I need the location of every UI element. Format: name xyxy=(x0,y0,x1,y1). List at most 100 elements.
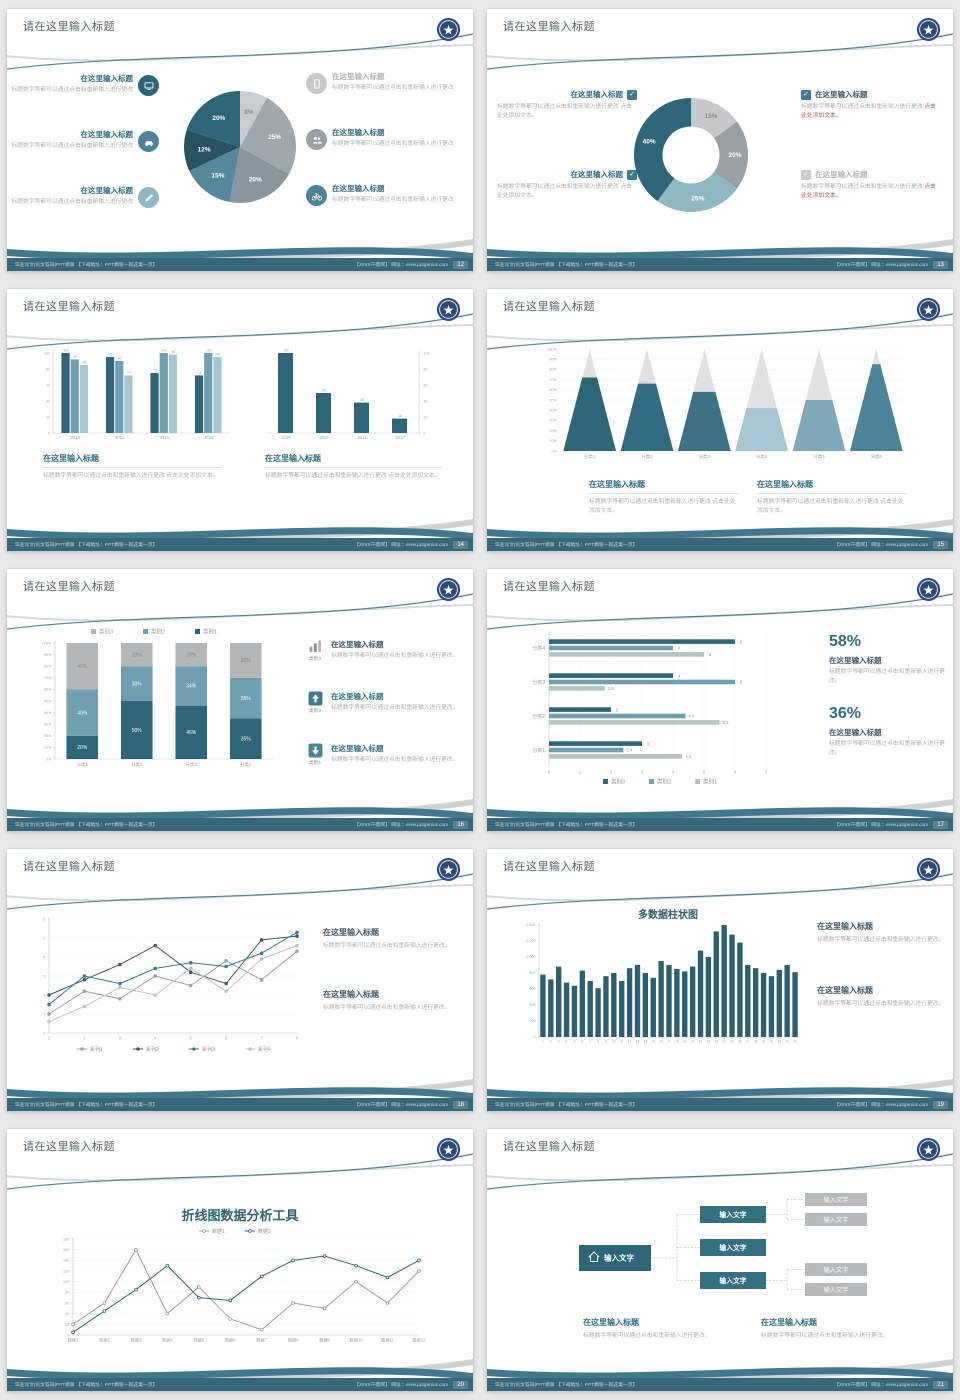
slide-preview-20[interactable]: 请在这里输入标题 折线图数据分析工具 0 20 40 60 80 100 120 140 160… xyxy=(7,1129,473,1391)
svg-text:40%: 40% xyxy=(643,138,656,145)
svg-text:20%: 20% xyxy=(77,745,88,751)
svg-text:类别2: 类别2 xyxy=(151,628,165,636)
svg-text:75: 75 xyxy=(153,369,157,373)
slide-preview-21[interactable]: 请在这里输入标题 输入文字 输入文字 输入文字 输入文字 输入文字 输入文字 输入文字 输入文… xyxy=(487,1129,953,1391)
university-logo-icon xyxy=(916,577,941,602)
svg-text:35%: 35% xyxy=(241,737,252,743)
svg-text:2012: 2012 xyxy=(115,435,125,440)
block-heading: 在这里输入标题 xyxy=(817,986,873,995)
slide-footer: 毕业论文|论文答辩|PPT模板 【下载地址：PPT模板—就这第一页】 【20XX… xyxy=(487,258,953,271)
slide-preview-19[interactable]: 请在这里输入标题 多数据柱状图 0 200 400 600 800 1,000 1,200 1… xyxy=(487,849,953,1111)
svg-text:分类2: 分类2 xyxy=(641,453,653,460)
svg-text:70%: 70% xyxy=(44,676,52,680)
svg-text:32: 32 xyxy=(785,1040,789,1044)
checklist-body: 标题数字等都可以通过点击和重新输入进行更改 点击此处添加文本。 xyxy=(497,104,632,119)
checkbox-icon[interactable]: ✓ xyxy=(627,169,637,180)
stat-block: 58% 在这里输入标题 标题数字等都可以通过点击和重新输入进行更改。 xyxy=(829,633,945,685)
slide-preview-15[interactable]: 请在这里输入标题 0% 10% 20% 30% 40% 50% 60% 70% 80% 90% 10… xyxy=(487,289,953,551)
svg-text:60: 60 xyxy=(65,1300,70,1305)
svg-text:4.4: 4.4 xyxy=(688,714,695,719)
svg-text:数据9: 数据9 xyxy=(319,1337,330,1344)
svg-text:90%: 90% xyxy=(44,653,52,657)
footer-right-text: 【20XX千图网】 网址：www.pptgenius.com xyxy=(354,1103,449,1108)
pencil-icon xyxy=(138,187,159,208)
svg-text:29: 29 xyxy=(762,1040,766,1044)
svg-text:5: 5 xyxy=(43,935,46,940)
block-heading: 在这里输入标题 xyxy=(757,479,907,494)
text-block: 在这里输入标题 标题数字等都可以通过点击和重新输入进行更改 点击此处添加文本。 xyxy=(43,453,221,481)
slide-preview-16[interactable]: 请在这里输入标题 0% 10% 20% 30% 40% 50% 60% 70% 80% 90% 10… xyxy=(7,569,473,831)
svg-text:系列1: 系列1 xyxy=(90,1046,103,1053)
page-number: 19 xyxy=(933,1100,948,1109)
svg-text:类别2: 类别2 xyxy=(657,778,671,786)
svg-text:24: 24 xyxy=(722,1040,726,1044)
callout-item: 在这里输入标题 标题数字等都可以通过点击和重新输入进行更改 xyxy=(11,73,159,96)
svg-text:1,400: 1,400 xyxy=(527,923,536,927)
svg-text:4.3: 4.3 xyxy=(685,754,692,759)
svg-text:数据10: 数据10 xyxy=(350,1337,364,1344)
slide-preview-14[interactable]: 请在这里输入标题 0 20 40 60 80 100 100 92 85 2010 95 90 72 20… xyxy=(7,289,473,551)
page-number: 14 xyxy=(453,540,468,549)
svg-text:7: 7 xyxy=(589,1040,591,1044)
block-heading: 在这里输入标题 xyxy=(43,453,221,468)
svg-text:2016: 2016 xyxy=(281,435,291,440)
svg-text:140: 140 xyxy=(63,1258,70,1263)
slide-preview-13[interactable]: 请在这里输入标题 15% 20% 25% 40% 在这里输入标题 ✓ 标题数字等都可以通… xyxy=(487,9,953,271)
callout-body: 标题数字等都可以通过点击和重新输入进行更改。 xyxy=(331,757,459,763)
svg-text:6: 6 xyxy=(740,639,743,644)
svg-text:40%: 40% xyxy=(549,409,557,413)
slide-footer: 毕业论文|论文答辩|PPT模板 【下载地址：PPT模板—就这第一页】 【20XX… xyxy=(487,1098,953,1111)
svg-text:11: 11 xyxy=(620,1040,624,1044)
svg-text:95: 95 xyxy=(216,353,220,357)
svg-text:600: 600 xyxy=(530,987,536,991)
svg-text:3: 3 xyxy=(641,770,644,775)
callout-heading: 在这里输入标题 xyxy=(331,692,384,701)
checklist-item: 在这里输入标题 ✓ 标题数字等都可以通过点击和重新输入进行更改 点击此处添加文本。 xyxy=(497,169,637,200)
slide-preview-17[interactable]: 请在这里输入标题 0 1 2 3 4 5 6 7 6 4 5 分类4 4 6 1.8 分类3 2 4.4 5.5 分类… xyxy=(487,569,953,831)
svg-text:120: 120 xyxy=(63,1268,70,1273)
callout-body: 标题数字等都可以通过点击和重新输入进行更改 xyxy=(332,141,454,147)
svg-text:分类2: 分类2 xyxy=(532,713,545,720)
svg-text:9: 9 xyxy=(605,1040,607,1044)
svg-text:20%: 20% xyxy=(728,152,741,159)
svg-text:分类6: 分类6 xyxy=(871,453,883,460)
slide-title: 请在这里输入标题 xyxy=(23,861,115,873)
svg-text:数据2: 数据2 xyxy=(258,1228,271,1235)
svg-text:20%: 20% xyxy=(186,652,197,658)
slide-preview-18[interactable]: 请在这里输入标题 0 1 2 3 4 5 6 1 2 3 4 5 6 7 8 系列1 系列2 系列3 系列4 在这里… xyxy=(7,849,473,1111)
svg-text:4: 4 xyxy=(43,954,46,959)
callout-heading: 在这里输入标题 xyxy=(331,744,384,753)
university-logo-icon xyxy=(916,17,941,42)
slide-preview-12[interactable]: 请在这里输入标题 8% 25% 20% 15% 12% 20% 在这里输入标题 标题数字等… xyxy=(7,9,473,271)
university-logo-icon xyxy=(916,1137,941,1162)
svg-text:27: 27 xyxy=(746,1040,750,1044)
svg-text:类别1: 类别1 xyxy=(203,628,217,636)
block-heading: 在这里输入标题 xyxy=(265,453,443,468)
svg-text:数据1: 数据1 xyxy=(212,1228,225,1235)
page-number: 15 xyxy=(933,540,948,549)
text-block: 在这里输入标题 标题数字等都可以通过点击和重新输入进行更改。 xyxy=(761,1317,911,1341)
branch-node xyxy=(700,1239,766,1256)
checklist-body: 标题数字等都可以通过点击和重新输入进行更改 点击此处添加文本。 xyxy=(801,104,936,119)
svg-text:6: 6 xyxy=(581,1040,583,1044)
checkbox-icon[interactable]: ✓ xyxy=(801,89,811,100)
slide-footer: 毕业论文|论文答辩|PPT模板 【下载地址：PPT模板—就这第一页】 【20XX… xyxy=(7,538,473,551)
text-block: 在这里输入标题 标题数字等都可以通过点击和重新输入进行更改 点击此处添加文本。 xyxy=(265,453,443,481)
page-number: 13 xyxy=(933,260,948,269)
svg-text:1: 1 xyxy=(48,1036,51,1041)
svg-text:100: 100 xyxy=(283,349,289,353)
stat-block: 36% 在这里输入标题 标题数字等都可以通过点击和重新输入进行更改。 xyxy=(829,705,945,757)
svg-text:数据1: 数据1 xyxy=(68,1337,79,1344)
checklist-heading: 在这里输入标题 xyxy=(570,170,624,179)
slide-footer: 毕业论文|论文答辩|PPT模板 【下载地址：PPT模板—就这第一页】 【20XX… xyxy=(487,1378,953,1391)
svg-text:2010: 2010 xyxy=(71,435,81,440)
checkbox-icon[interactable]: ✓ xyxy=(627,89,637,100)
svg-text:8: 8 xyxy=(296,1036,299,1041)
slide-footer: 毕业论文|论文答辩|PPT模板 【下载地址：PPT模板—就这第一页】 【20XX… xyxy=(7,1378,473,1391)
svg-text:4: 4 xyxy=(672,770,675,775)
svg-text:80%: 80% xyxy=(549,368,557,372)
horizontal-bar-chart: 0 1 2 3 4 5 6 7 6 4 5 分类4 4 6 1.8 分类3 2 4.4 5.5 分类2 3 2.4 4.3 分… xyxy=(532,631,768,786)
svg-text:19: 19 xyxy=(683,1040,687,1044)
checkbox-icon[interactable]: ✓ xyxy=(801,169,811,180)
svg-text:数据3: 数据3 xyxy=(131,1337,142,1344)
